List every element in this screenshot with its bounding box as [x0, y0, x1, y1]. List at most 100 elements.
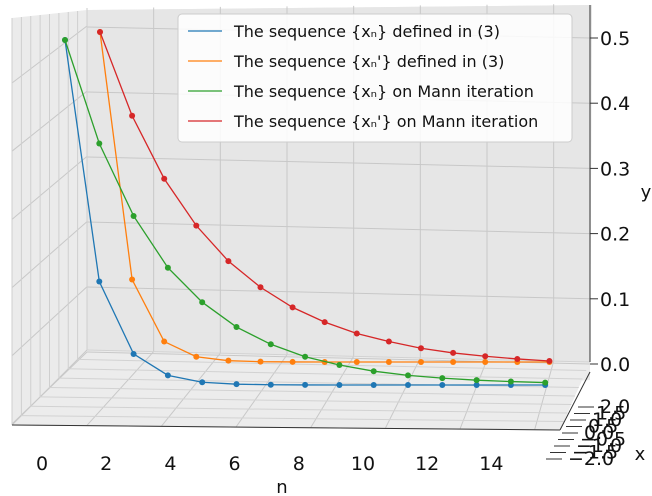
y-tick-label: 0.0: [600, 354, 630, 376]
grid-depth-floor: [58, 377, 579, 388]
series-1-point: [336, 381, 343, 388]
series-1-point: [199, 379, 206, 386]
y-tick-label: 0.5: [600, 28, 630, 50]
series-2-point: [450, 359, 457, 365]
series-3-point: [439, 375, 446, 382]
series-4-point: [289, 304, 296, 311]
series-1-point: [164, 372, 171, 379]
legend-label-2: The sequence {xₙ'} defined in (3): [233, 52, 504, 71]
series-2-point: [161, 338, 168, 345]
n-tick-label: 2: [100, 453, 112, 475]
series-3-point: [542, 379, 549, 386]
series-1-point: [439, 382, 446, 388]
series-1-point: [130, 350, 137, 357]
x-tick-label: 0.0: [584, 422, 614, 444]
x-tick-label: −1.5: [572, 442, 618, 464]
series-3-point: [473, 377, 480, 384]
series-3-point: [233, 324, 240, 331]
grid-depth-floor: [68, 368, 583, 380]
x-tick-label: 1.0: [592, 409, 622, 431]
y-tick-label: 0.4: [600, 93, 630, 115]
n-tick-label: 0: [36, 453, 48, 475]
series-2-point: [193, 353, 200, 360]
series-4-point: [225, 258, 232, 265]
series-3-point: [96, 140, 103, 147]
series-4-point: [321, 319, 328, 326]
series-4-point: [353, 330, 360, 337]
series-4-point: [450, 349, 457, 356]
x-tick-label: 1.5: [596, 403, 626, 425]
x-tick-label: 0.5: [588, 416, 618, 438]
n-tick-label: 12: [415, 453, 439, 475]
y-axis-title: y: [641, 182, 652, 203]
grid-depth-floor: [86, 349, 591, 363]
grid-depth-floor: [21, 415, 564, 422]
grid-y-line: [86, 156, 591, 169]
series-3-point: [199, 299, 206, 306]
legend-label-3: The sequence {xₙ} on Mann iteration: [233, 82, 534, 101]
grid-depth-floor: [40, 396, 572, 405]
series-3-point: [130, 212, 137, 219]
grid-depth-floor: [30, 405, 568, 414]
legend-box: [177, 13, 573, 143]
series-4-point: [482, 353, 489, 360]
series-3-point: [302, 353, 309, 360]
n-axis-line: [11, 424, 561, 431]
x-tick-label: −0.5: [580, 429, 626, 451]
series-3-point: [336, 361, 343, 368]
n-tick-label: 8: [293, 453, 305, 475]
series-3-point: [370, 368, 377, 375]
series-2-point: [289, 358, 296, 365]
series-2-point: [225, 357, 232, 364]
n-tick-label: 14: [479, 453, 503, 475]
x-axis-title: x: [635, 444, 646, 465]
axis-lines: [11, 5, 591, 431]
series-1-point: [405, 382, 411, 388]
series-2-point: [482, 359, 489, 365]
n-tick-label: 10: [351, 453, 375, 475]
series-1-point: [473, 382, 480, 388]
n-axis-title: n: [276, 477, 287, 496]
series-1-point: [96, 278, 103, 285]
series-2-point: [257, 358, 264, 365]
legend-label-1: The sequence {xₙ} defined in (3): [233, 22, 500, 41]
grid-y-line: [86, 286, 591, 300]
x-axis-line: [559, 371, 591, 431]
series-3-point: [62, 37, 68, 43]
x-tick-label: −2.0: [568, 448, 614, 470]
floor-pane: [12, 350, 590, 430]
tick-labels: 0 2 4 6 8 10 12 140.00.10.20.30.40.52.01.51.00.…: [36, 28, 652, 496]
series-1-point: [233, 381, 240, 388]
series-2-point: [385, 359, 392, 365]
series-group: [62, 29, 553, 388]
grid-depth-floor: [49, 387, 576, 397]
y-tick-label: 0.3: [600, 158, 630, 180]
legend-label-4: The sequence {xₙ'} on Mann iteration: [233, 112, 538, 131]
series-4-point: [161, 175, 168, 182]
n-tick-label: 4: [164, 453, 176, 475]
series-1-point: [267, 381, 274, 388]
series-4-point: [514, 355, 521, 362]
series-1-point: [370, 381, 377, 388]
series-3-point: [267, 341, 274, 348]
series-2-point: [418, 359, 424, 365]
series-4-point: [193, 222, 200, 229]
series-2-point: [129, 276, 136, 283]
series-3-point: [507, 378, 514, 385]
series-1-point: [302, 381, 309, 388]
legend: The sequence {xₙ} defined in (3) The sequ…: [177, 13, 573, 143]
series-3-point: [164, 264, 171, 271]
series-2-point: [353, 359, 360, 365]
series-4-point: [418, 345, 424, 352]
series-4-point: [129, 112, 136, 119]
series-4-point: [257, 284, 264, 291]
y-tick-label: 0.1: [600, 289, 630, 311]
series-4-point: [97, 29, 103, 35]
n-tick-label: 6: [229, 453, 241, 475]
x-tick-label: −1.0: [576, 435, 622, 457]
series-4-point: [385, 338, 392, 345]
x-tick-label: 2.0: [600, 396, 630, 418]
series-3-point: [405, 372, 411, 379]
grid-depth-floor: [77, 358, 587, 371]
